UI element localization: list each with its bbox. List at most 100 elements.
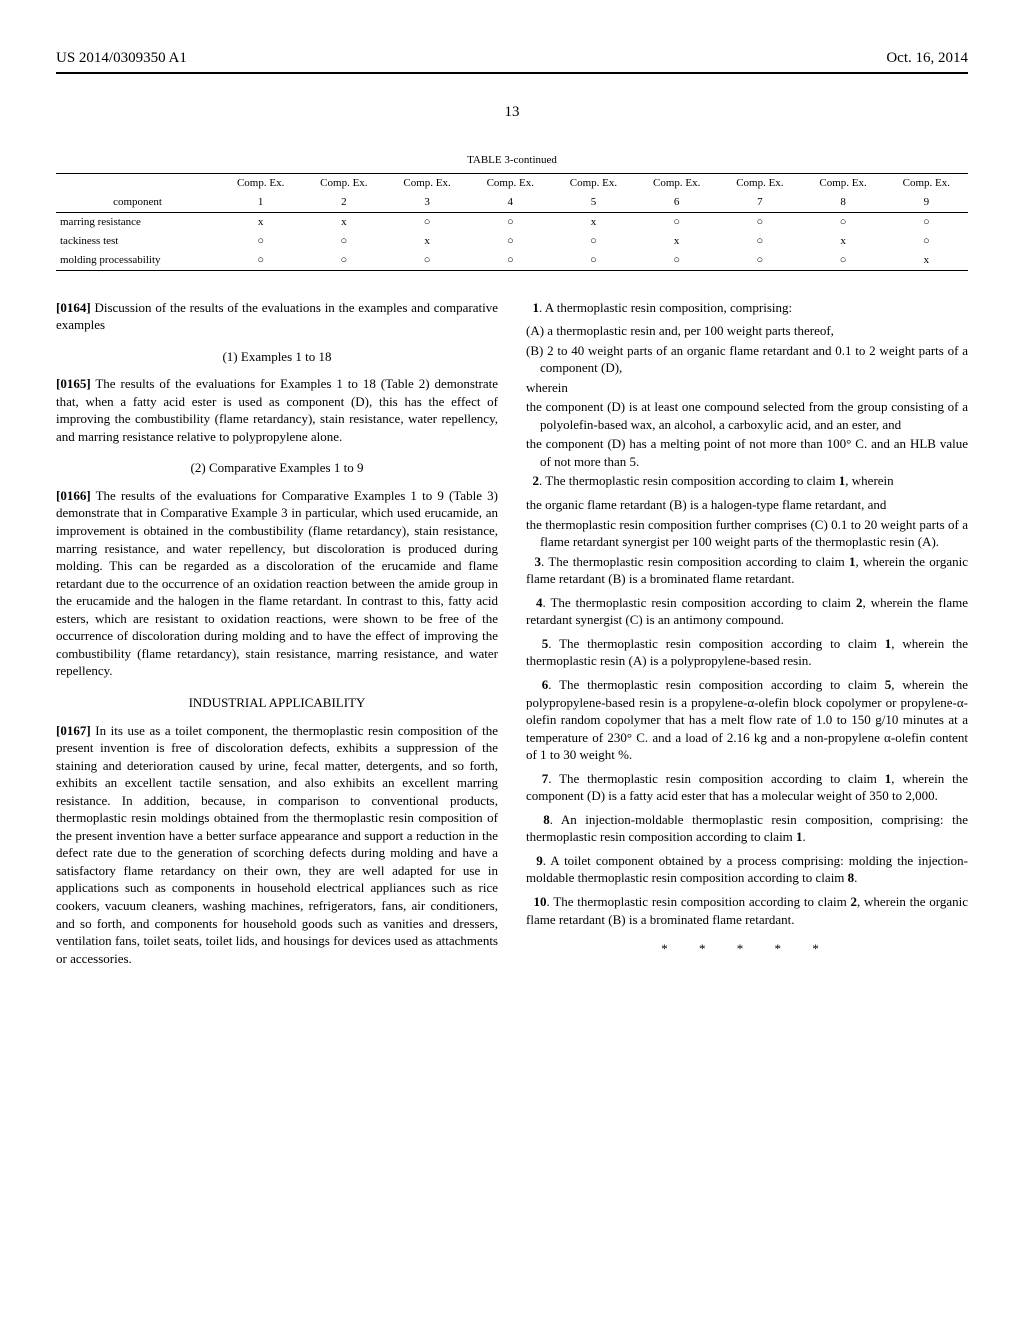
- paragraph: [0167] In its use as a toilet component,…: [56, 722, 498, 968]
- col-num: 8: [801, 193, 884, 212]
- col-head: Comp. Ex.: [718, 174, 801, 193]
- col-num: 1: [219, 193, 302, 212]
- claim-text: .: [854, 870, 857, 885]
- cell: x: [552, 213, 635, 232]
- col-head: Comp. Ex.: [219, 174, 302, 193]
- claim-text: . The thermoplastic resin composition ac…: [548, 771, 885, 786]
- para-number: [0164]: [56, 300, 91, 315]
- col-head: Comp. Ex.: [801, 174, 884, 193]
- para-number: [0165]: [56, 376, 91, 391]
- claim-text: . A thermoplastic resin composition, com…: [539, 300, 792, 315]
- cell: ○: [801, 251, 884, 270]
- col-head: Comp. Ex.: [885, 174, 968, 193]
- cell: ○: [635, 213, 718, 232]
- para-number: [0167]: [56, 723, 91, 738]
- table-row: molding processability ○ ○ ○ ○ ○ ○ ○ ○ x: [56, 251, 968, 270]
- cell: ○: [885, 232, 968, 251]
- cell: ○: [801, 213, 884, 232]
- row-label: marring resistance: [56, 213, 219, 232]
- comparative-table: Comp. Ex. Comp. Ex. Comp. Ex. Comp. Ex. …: [56, 173, 968, 270]
- claim-number: 10: [534, 894, 547, 909]
- col-head: Comp. Ex.: [385, 174, 468, 193]
- claim: 5. The thermoplastic resin composition a…: [526, 635, 968, 670]
- cell: ○: [718, 251, 801, 270]
- header-rule: [56, 72, 968, 74]
- claim-sub: the component (D) is at least one compou…: [526, 398, 968, 433]
- claim-text: . An injection-moldable thermoplastic re…: [526, 812, 968, 845]
- table-row: marring resistance x x ○ ○ x ○ ○ ○ ○: [56, 213, 968, 232]
- claim: 2. The thermoplastic resin composition a…: [526, 472, 968, 490]
- claim: 10. The thermoplastic resin composition …: [526, 893, 968, 928]
- claim-text: . The thermoplastic resin composition ac…: [548, 636, 885, 651]
- claim-text: , wherein: [845, 473, 893, 488]
- claim-sub: the component (D) has a melting point of…: [526, 435, 968, 470]
- col-num: 4: [469, 193, 552, 212]
- cell: ○: [219, 251, 302, 270]
- claim-sub: (B) 2 to 40 weight parts of an organic f…: [526, 342, 968, 377]
- table-subheader-row: component 1 2 3 4 5 6 7 8 9: [56, 193, 968, 212]
- claim-text: . The thermoplastic resin composition ac…: [539, 473, 839, 488]
- corner-label: component: [56, 193, 219, 212]
- col-num: 3: [385, 193, 468, 212]
- cell: ○: [469, 251, 552, 270]
- claim: 8. An injection-moldable thermoplastic r…: [526, 811, 968, 846]
- cell: x: [302, 213, 385, 232]
- claim-text: . The thermoplastic resin composition ac…: [542, 595, 856, 610]
- col-num: 6: [635, 193, 718, 212]
- col-num: 9: [885, 193, 968, 212]
- cell: ○: [635, 251, 718, 270]
- cell: ○: [469, 232, 552, 251]
- body-columns: [0164] Discussion of the results of the …: [56, 299, 968, 968]
- cell: ○: [885, 213, 968, 232]
- claim-sub: the thermoplastic resin composition furt…: [526, 516, 968, 551]
- section-heading: (1) Examples 1 to 18: [56, 348, 498, 366]
- claim: 1. A thermoplastic resin composition, co…: [526, 299, 968, 317]
- col-head: Comp. Ex.: [302, 174, 385, 193]
- row-label: tackiness test: [56, 232, 219, 251]
- col-head: Comp. Ex.: [469, 174, 552, 193]
- claim-text: . The thermoplastic resin composition ac…: [547, 894, 851, 909]
- col-head: Comp. Ex.: [635, 174, 718, 193]
- table-caption: TABLE 3-continued: [56, 153, 968, 168]
- cell: ○: [385, 213, 468, 232]
- claim: 7. The thermoplastic resin composition a…: [526, 770, 968, 805]
- cell: x: [801, 232, 884, 251]
- para-text: In its use as a toilet component, the th…: [56, 723, 498, 966]
- claim-text: . A toilet component obtained by a proce…: [526, 853, 968, 886]
- end-stars: * * * * *: [526, 940, 968, 958]
- claim-text: .: [803, 829, 806, 844]
- col-num: 7: [718, 193, 801, 212]
- para-text: Discussion of the results of the evaluat…: [56, 300, 498, 333]
- claim: 6. The thermoplastic resin composition a…: [526, 676, 968, 764]
- claim: 3. The thermoplastic resin composition a…: [526, 553, 968, 588]
- row-label: molding processability: [56, 251, 219, 270]
- claim-text: . The thermoplastic resin composition ac…: [548, 677, 885, 692]
- col-head: Comp. Ex.: [552, 174, 635, 193]
- cell: ○: [302, 251, 385, 270]
- paragraph: [0166] The results of the evaluations fo…: [56, 487, 498, 680]
- cell: ○: [552, 232, 635, 251]
- col-num: 5: [552, 193, 635, 212]
- claim-sub: wherein: [526, 379, 968, 397]
- section-heading: (2) Comparative Examples 1 to 9: [56, 459, 498, 477]
- publication-number: US 2014/0309350 A1: [56, 48, 187, 68]
- para-text: The results of the evaluations for Examp…: [56, 376, 498, 444]
- cell: x: [385, 232, 468, 251]
- table-row: tackiness test ○ ○ x ○ ○ x ○ x ○: [56, 232, 968, 251]
- cell: ○: [552, 251, 635, 270]
- table-header-row: Comp. Ex. Comp. Ex. Comp. Ex. Comp. Ex. …: [56, 174, 968, 193]
- cell: ○: [385, 251, 468, 270]
- claim-text: . The thermoplastic resin composition ac…: [541, 554, 849, 569]
- cell: x: [885, 251, 968, 270]
- page-number: 13: [56, 102, 968, 122]
- cell: ○: [469, 213, 552, 232]
- claim-sub: (A) a thermoplastic resin and, per 100 w…: [526, 322, 968, 340]
- cell: ○: [718, 213, 801, 232]
- cell: x: [219, 213, 302, 232]
- paragraph: [0165] The results of the evaluations fo…: [56, 375, 498, 445]
- cell: ○: [219, 232, 302, 251]
- section-heading: INDUSTRIAL APPLICABILITY: [56, 694, 498, 712]
- claim: 4. The thermoplastic resin composition a…: [526, 594, 968, 629]
- para-number: [0166]: [56, 488, 91, 503]
- cell: ○: [302, 232, 385, 251]
